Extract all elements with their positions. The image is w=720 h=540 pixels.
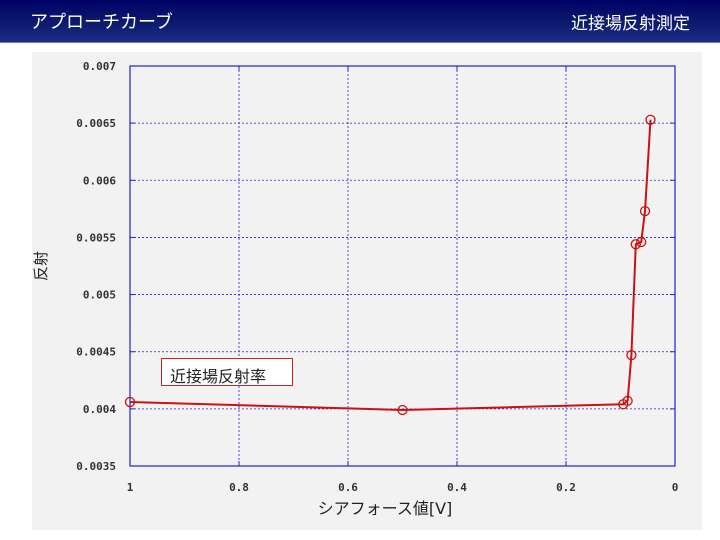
data-point-marker [622, 395, 633, 407]
x-tick-label: 0.8 [229, 481, 249, 494]
y-tick-label: 0.005 [83, 289, 116, 302]
slide-title-right: 近接場反射測定 [571, 14, 690, 34]
y-axis-label: 反射 [32, 251, 50, 281]
data-point-marker [626, 349, 637, 361]
y-tick-labels: 0.0035 0.004 0.0045 0.005 0.0055 0.006 0.0065 0… [76, 60, 116, 473]
data-point-marker [630, 239, 641, 250]
y-tick-label: 0.0035 [76, 460, 116, 473]
y-tick-label: 0.0045 [76, 346, 116, 359]
data-point-marker [636, 236, 647, 248]
y-tick-label: 0.0065 [76, 117, 116, 130]
y-tick-label: 0.0055 [76, 231, 116, 244]
y-tick-label: 0.004 [83, 403, 116, 416]
x-axis-label: シアフォース値[V] [318, 499, 453, 518]
series-layer [124, 114, 656, 416]
data-point-marker [645, 114, 656, 125]
x-tick-label: 0.6 [338, 481, 358, 494]
series-line [129, 119, 652, 412]
chart-background [32, 52, 702, 530]
legend: 近接場反射率 [161, 358, 293, 386]
slide-title-left: アプローチカーブ [30, 12, 173, 33]
y-tick-label: 0.006 [83, 174, 116, 187]
grid-layer [129, 65, 676, 467]
data-point-marker [124, 396, 136, 408]
data-point-marker [639, 205, 651, 217]
x-tick-label: 0.2 [556, 481, 576, 494]
data-point-marker [397, 404, 408, 416]
slide-header: アプローチカーブ 近接場反射測定 [0, 0, 720, 43]
x-tick-label: 0 [672, 481, 679, 494]
plot-frame [129, 65, 676, 467]
x-tick-label: 0.4 [447, 481, 467, 494]
x-tick-labels: 1 0.8 0.6 0.4 0.2 0 [127, 481, 679, 494]
legend-series-label: 近接場反射率 [170, 367, 267, 386]
x-tick-label: 1 [127, 481, 134, 494]
y-tick-label: 0.007 [83, 60, 116, 73]
